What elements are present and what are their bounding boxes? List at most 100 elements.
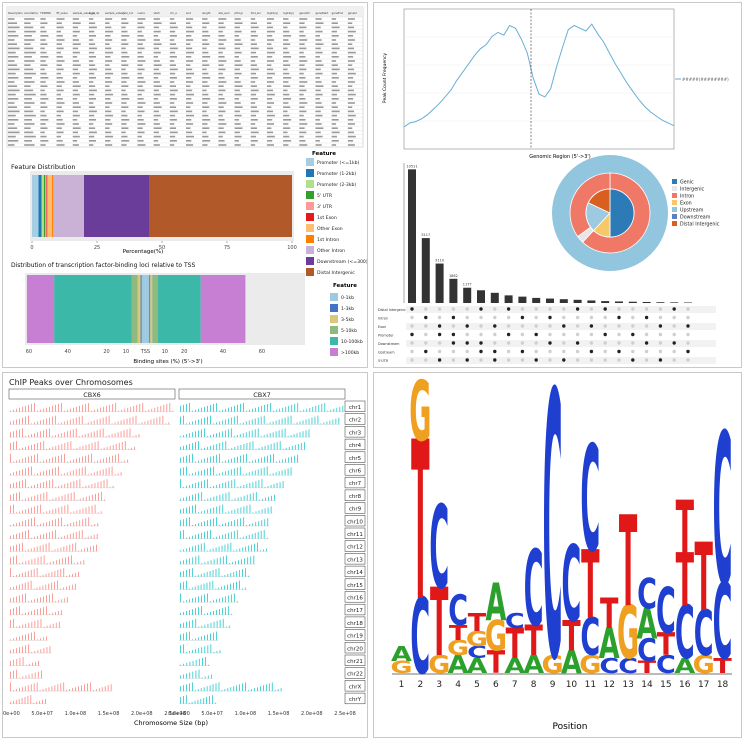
table-cell	[250, 98, 258, 100]
chromosome-strip	[344, 692, 366, 705]
table-cell	[105, 131, 112, 134]
table-cell	[315, 110, 321, 113]
feature-bar-segment	[41, 175, 44, 237]
table-cell	[8, 35, 19, 37]
annotation-table: Description annotation FDRMIN fft_value samp…	[6, 6, 364, 148]
table-cell	[121, 56, 130, 58]
feature-bar-segment	[84, 175, 149, 237]
table-cell	[137, 60, 146, 62]
upset-bar-label: 10511	[406, 164, 417, 168]
upset-dot	[437, 341, 442, 345]
table-cell	[121, 22, 129, 24]
table-cell	[331, 39, 337, 41]
table-cell	[169, 18, 175, 20]
table-cell	[315, 140, 320, 142]
upset-bar	[628, 301, 637, 303]
table-cell	[283, 35, 292, 37]
table-cell	[169, 64, 177, 66]
table-cell	[40, 35, 49, 37]
table-cell	[283, 93, 290, 96]
tss-legend-title: Feature	[333, 283, 357, 289]
table-cell	[266, 144, 275, 146]
upset-dot	[479, 358, 483, 362]
tss-upstream-segment	[54, 275, 132, 343]
upset-dot	[631, 349, 635, 354]
table-cell	[8, 81, 15, 83]
table-cell	[105, 35, 111, 37]
table-cell	[72, 22, 81, 24]
table-cell	[56, 131, 64, 134]
table-cell	[315, 144, 322, 146]
table-cell	[40, 106, 48, 108]
table-cell	[186, 68, 193, 71]
logo-letter: A	[674, 654, 695, 678]
table-cell	[137, 81, 146, 83]
upset-dot	[520, 307, 525, 311]
table-cell	[40, 81, 46, 83]
table-cell	[266, 30, 275, 33]
upset-bar	[518, 296, 527, 303]
table-cell	[72, 51, 80, 54]
logo-x-tick-label: 5	[474, 680, 480, 690]
chromosome-label: chr10	[347, 519, 363, 525]
table-cell	[72, 64, 81, 66]
table-cell	[105, 106, 110, 108]
tss-x-tick-label: 10	[162, 349, 168, 355]
upset-dot	[562, 341, 566, 345]
table-cell	[331, 127, 338, 129]
table-cell	[105, 89, 112, 92]
feature-distribution-chart: Feature Distribution Percentage(%) Featu…	[11, 151, 367, 276]
table-cell	[137, 51, 142, 54]
table-cell	[250, 26, 259, 29]
table-cell	[266, 35, 273, 37]
table-cell	[266, 140, 273, 142]
chromosome-x-tick-label: 2.0e+08	[301, 711, 323, 717]
table-cell	[331, 68, 340, 71]
table-cell	[105, 64, 110, 66]
table-cell	[88, 106, 96, 108]
table-cell	[105, 22, 110, 24]
logo-x-tick-label: 7	[512, 680, 518, 690]
upset-dot	[589, 324, 594, 328]
table-cell	[88, 22, 96, 24]
table-cell	[40, 131, 45, 134]
table-cell	[40, 51, 47, 54]
table-cell	[283, 47, 288, 50]
upset-bar	[504, 295, 513, 303]
tss-x-tick-label: 20	[181, 349, 187, 355]
table-cell	[347, 35, 354, 37]
logo-letter: T	[657, 626, 675, 662]
chromosome-strip	[344, 489, 366, 501]
upset-bar	[573, 299, 582, 303]
table-cell	[40, 77, 49, 79]
table-cell	[234, 47, 240, 50]
upset-bar	[408, 169, 416, 303]
table-cell	[331, 47, 340, 50]
table-cell	[169, 93, 176, 96]
upset-set-label: 5'UTR	[378, 359, 389, 363]
table-cell	[218, 26, 226, 29]
upset-bar	[656, 302, 665, 303]
table-cell	[250, 127, 257, 129]
table-cell	[218, 102, 227, 104]
table-cell	[299, 30, 304, 33]
table-cell	[56, 60, 65, 62]
upset-dot	[520, 332, 525, 337]
logo-x-tick-label: 16	[679, 680, 691, 690]
table-header-cell: end	[186, 11, 191, 15]
upset-dot	[562, 307, 566, 311]
feature-legend-swatch	[306, 213, 314, 221]
table-cell	[186, 131, 193, 134]
table-cell	[283, 127, 291, 129]
table-cell	[202, 127, 210, 129]
upset-dot	[686, 332, 690, 337]
logo-x-tick-label: 1	[399, 680, 405, 690]
table-cell	[299, 123, 308, 125]
table-cell	[72, 81, 79, 83]
table-cell	[169, 110, 178, 113]
table-cell	[186, 114, 195, 117]
table-cell	[283, 60, 289, 62]
facet-strip	[178, 388, 346, 400]
table-cell	[347, 56, 354, 58]
upset-dot	[575, 315, 580, 320]
